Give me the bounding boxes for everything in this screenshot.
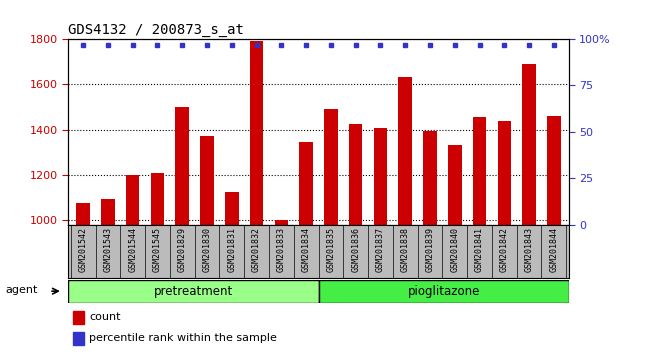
Text: pioglitazone: pioglitazone: [408, 285, 480, 298]
Text: GDS4132 / 200873_s_at: GDS4132 / 200873_s_at: [68, 23, 244, 36]
Bar: [68, 280, 318, 303]
Text: GSM201831: GSM201831: [227, 227, 237, 273]
Text: GSM201837: GSM201837: [376, 227, 385, 273]
Text: GSM201835: GSM201835: [326, 227, 335, 273]
Bar: [73, 311, 84, 324]
Text: GSM201543: GSM201543: [103, 227, 112, 273]
Bar: [547, 116, 561, 225]
Bar: [374, 129, 387, 225]
Bar: [126, 175, 140, 225]
Text: count: count: [89, 312, 121, 322]
Bar: [151, 173, 164, 225]
Text: GSM201843: GSM201843: [525, 227, 534, 273]
Text: GSM201842: GSM201842: [500, 227, 509, 273]
Text: pretreatment: pretreatment: [154, 285, 233, 298]
Bar: [101, 199, 114, 225]
Bar: [200, 136, 214, 225]
Bar: [274, 220, 288, 225]
Text: percentile rank within the sample: percentile rank within the sample: [89, 333, 277, 343]
Bar: [448, 145, 462, 225]
Text: GSM201545: GSM201545: [153, 227, 162, 273]
Text: GSM201830: GSM201830: [203, 227, 211, 273]
Bar: [250, 41, 263, 225]
Bar: [324, 109, 338, 225]
Text: GSM201839: GSM201839: [426, 227, 434, 273]
Bar: [225, 192, 239, 225]
Text: GSM201836: GSM201836: [351, 227, 360, 273]
Text: GSM201838: GSM201838: [400, 227, 410, 273]
Text: GSM201840: GSM201840: [450, 227, 460, 273]
Bar: [73, 332, 84, 345]
Text: GSM201832: GSM201832: [252, 227, 261, 273]
Bar: [318, 280, 569, 303]
Bar: [299, 142, 313, 225]
Text: GSM201542: GSM201542: [79, 227, 88, 273]
Text: GSM201834: GSM201834: [302, 227, 311, 273]
Text: GSM201829: GSM201829: [177, 227, 187, 273]
Bar: [398, 78, 412, 225]
Text: agent: agent: [5, 285, 38, 295]
Bar: [473, 117, 486, 225]
Bar: [349, 124, 363, 225]
Bar: [76, 203, 90, 225]
Text: GSM201841: GSM201841: [475, 227, 484, 273]
Text: GSM201544: GSM201544: [128, 227, 137, 273]
Bar: [423, 131, 437, 225]
Text: GSM201833: GSM201833: [277, 227, 286, 273]
Bar: [497, 120, 511, 225]
Bar: [523, 64, 536, 225]
Text: GSM201844: GSM201844: [549, 227, 558, 273]
Bar: [176, 107, 189, 225]
